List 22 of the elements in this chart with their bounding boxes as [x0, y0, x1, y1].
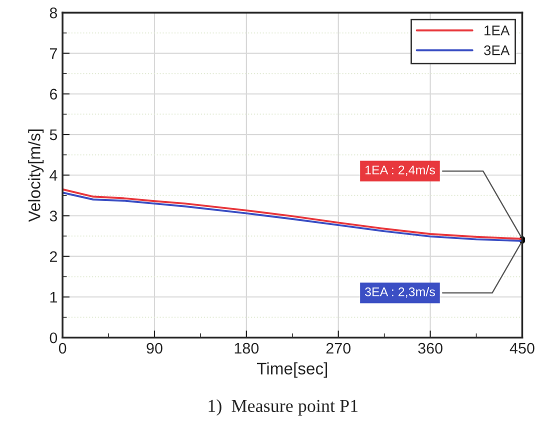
annotation: 1EA : 2,4m/s	[365, 165, 435, 176]
x-tick-label: 270	[326, 342, 351, 354]
x-tick-label: 0	[58, 342, 66, 354]
text: 1) Measure point P1	[208, 399, 358, 416]
x-axis-title: Time[sec]	[256, 362, 328, 378]
y-tick-label: 5	[50, 130, 58, 140]
y-tick-label: 8	[50, 8, 58, 18]
x-tick-label: 180	[234, 342, 259, 354]
x-tick-label: 360	[418, 342, 442, 354]
x-tick-label: 90	[146, 342, 162, 354]
legend-label: 3EA	[484, 45, 510, 56]
annotation: 3EA : 2,3m/s	[365, 287, 435, 298]
y-tick-label: 7	[50, 48, 57, 59]
y-tick-label: 6	[50, 88, 58, 100]
y-tick-label: 0	[50, 332, 58, 344]
y-tick-label: 4	[50, 170, 58, 181]
y-axis-title: Velocity[m/s]	[28, 130, 44, 222]
y-tick-label: 2	[50, 251, 57, 262]
legend-label: 1EA	[484, 26, 510, 36]
y-tick-label: 3	[50, 210, 58, 222]
y-tick-label: 1	[50, 292, 57, 303]
x-tick-label: 450	[510, 342, 534, 354]
